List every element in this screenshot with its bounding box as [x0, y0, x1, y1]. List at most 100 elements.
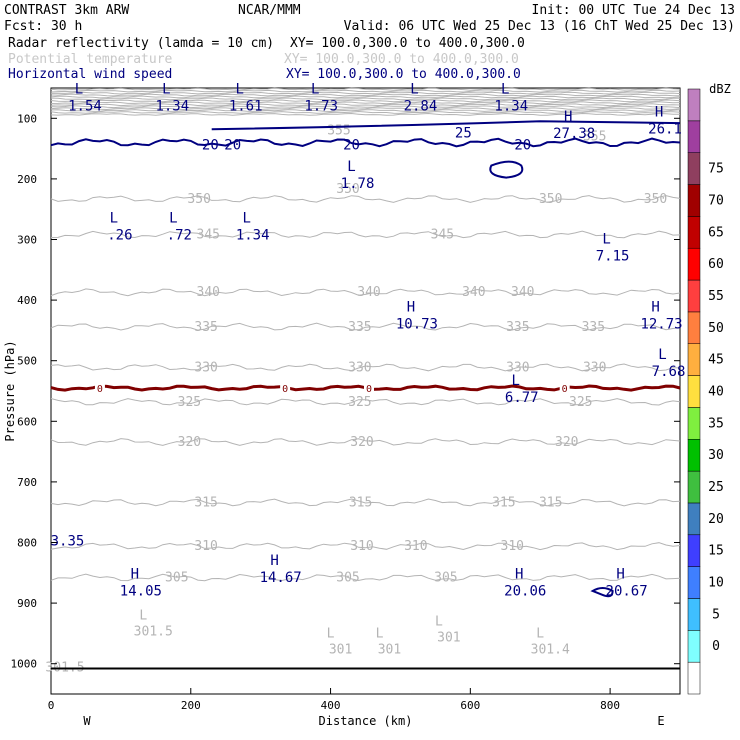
wind-extremum-marker: L — [110, 210, 118, 226]
wind-extremum-marker: L — [242, 210, 250, 226]
theta-label: 315 — [349, 496, 372, 511]
theta-upper-isentrope — [50, 91, 681, 95]
wind-extremum-marker: H — [407, 299, 415, 315]
wind-extremum-value: 20.67 — [606, 584, 648, 600]
theta-label: 335 — [194, 320, 217, 335]
theta-label: 315 — [492, 496, 515, 511]
wind-extremum-marker: L — [311, 81, 319, 97]
colorbar-level: 70 — [708, 193, 724, 208]
wind-extremum-value: 3.35 — [51, 533, 85, 549]
theta-isentrope-345 — [50, 230, 681, 239]
y-tick-label: 100 — [17, 112, 37, 125]
theta-label: 330 — [194, 360, 217, 375]
freezing-label-bg — [94, 382, 105, 393]
wind-extremum-value: 26.1 — [648, 121, 682, 137]
colorbar-swatch — [687, 630, 701, 663]
theta-upper-isentrope — [50, 93, 681, 97]
theta-contours: 350 350 350 345 345 340 340 340 340 335 335 335 335 3… — [45, 87, 681, 676]
theta-isentrope-305 — [50, 573, 681, 582]
theta-label: 340 — [511, 285, 534, 300]
wind-extremum-value: 14.05 — [120, 584, 162, 600]
colorbar-swatch — [687, 184, 701, 217]
colorbar-level: 15 — [708, 544, 724, 559]
wind-extremum-marker: L — [602, 232, 610, 248]
theta-label: 350 — [644, 192, 667, 207]
wind-extremum-value: 14.67 — [260, 570, 302, 586]
theta-label: 345 — [197, 228, 220, 243]
header-valid: Valid: 06 UTC Wed 25 Dec 13 (16 ChT Wed … — [344, 19, 735, 34]
colorbar-swatch — [687, 311, 701, 344]
x-tick-label: 400 — [321, 699, 341, 712]
x-end-label-east: E — [657, 714, 664, 728]
theta-extremum-marker: L — [435, 614, 443, 629]
theta-extremum-value: 301.5 — [134, 624, 173, 639]
wind-extremum-marker: L — [169, 210, 177, 226]
colorbar-swatch — [687, 407, 701, 440]
field-reflectivity: Radar reflectivity (lamda = 10 cm) — [8, 36, 274, 51]
colorbar-level: 20 — [708, 512, 724, 527]
wind-extremum-value: 12.73 — [640, 316, 682, 332]
colorbar-level: 60 — [708, 257, 724, 272]
theta-label: 350 — [539, 192, 562, 207]
theta-upper-isentrope — [50, 97, 681, 101]
wind-extremum-value: 1.34 — [494, 98, 528, 114]
wind-extremum-value: 7.68 — [652, 364, 686, 380]
wind-extremum-marker: L — [235, 81, 243, 97]
wind-extremum-marker: L — [658, 347, 666, 363]
theta-upper-isentrope — [50, 89, 681, 93]
theta-label: 325 — [178, 395, 201, 410]
wind-extremum-marker: L — [347, 159, 355, 175]
theta-label: 340 — [357, 285, 380, 300]
wind-label: 20 — [343, 138, 360, 154]
reflectivity-colorbar: dBZ 0 5 10 15 20 25 30 35 40 45 50 55 60 65 70 75 — [687, 82, 731, 695]
x-tick-label: 600 — [460, 699, 480, 712]
plot-frame — [50, 87, 681, 695]
colorbar-swatch — [687, 598, 701, 631]
header-model: CONTRAST 3km ARW — [4, 3, 129, 18]
wind-extremum-value: 1.78 — [341, 176, 375, 192]
freezing-level: 0 0 0 0 — [50, 382, 681, 395]
wind-extremum-marker: L — [501, 81, 509, 97]
colorbar-swatch — [687, 216, 701, 249]
x-tick-label: 800 — [600, 699, 620, 712]
theta-label: 310 — [350, 539, 373, 554]
theta-extremum-marker: L — [376, 627, 384, 642]
y-tick-label: 400 — [17, 294, 37, 307]
wind-extremum-value: 7.15 — [596, 249, 630, 265]
colorbar-level: 25 — [708, 480, 724, 495]
field-reflectivity-xy: XY= 100.0,300.0 to 400.0,300.0 — [290, 36, 525, 51]
y-tick-label: 600 — [17, 415, 37, 428]
freezing-label: 0 — [366, 384, 372, 395]
header: CONTRAST 3km ARW NCAR/MMM Init: 00 UTC T… — [4, 3, 735, 82]
wind-extremum-value: 1.34 — [155, 98, 189, 114]
theta-label: 305 — [434, 571, 457, 586]
theta-upper-isentrope — [50, 103, 681, 107]
header-forecast: Fcst: 30 h — [4, 19, 82, 34]
colorbar-swatch — [687, 534, 701, 567]
freezing-label: 0 — [97, 384, 103, 395]
theta-label: 310 — [501, 539, 524, 554]
colorbar-level: 55 — [708, 289, 724, 304]
y-tick-label: 700 — [17, 476, 37, 489]
theta-upper-isentrope — [50, 95, 681, 99]
wind-closed-contour — [590, 586, 614, 598]
theta-label: 335 — [582, 320, 605, 335]
theta-extremum-value: 301.4 — [531, 643, 570, 658]
theta-label: 340 — [197, 285, 220, 300]
theta-upper-isentrope — [50, 109, 681, 113]
theta-label: 340 — [462, 285, 485, 300]
x-tick-label: 200 — [181, 699, 201, 712]
colorbar-level: 40 — [708, 385, 724, 400]
theta-label: 305 — [165, 571, 188, 586]
wind-label: 20 — [514, 138, 531, 154]
colorbar-swatch — [687, 566, 701, 599]
colorbar-swatch — [687, 439, 701, 472]
field-wind-xy: XY= 100.0,300.0 to 400.0,300.0 — [286, 67, 521, 82]
theta-label: 330 — [583, 360, 606, 375]
y-tick-label: 800 — [17, 537, 37, 550]
theta-label: 320 — [178, 435, 201, 450]
colorbar-swatch — [687, 120, 701, 153]
theta-label: 305 — [336, 571, 359, 586]
colorbar-swatch — [687, 343, 701, 376]
theta-upper-isentrope — [50, 112, 680, 116]
